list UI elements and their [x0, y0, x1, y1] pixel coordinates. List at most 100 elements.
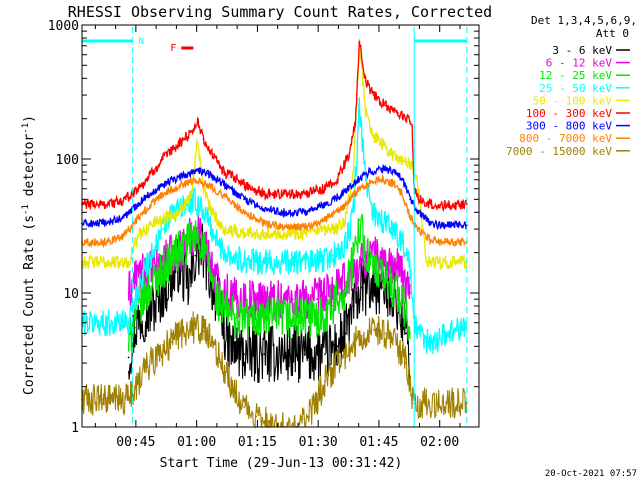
data-point	[405, 286, 407, 289]
chart-title: RHESSI Observing Summary Count Rates, Co…	[68, 3, 492, 21]
data-point	[384, 147, 387, 150]
data-point	[380, 219, 383, 222]
data-point	[437, 338, 440, 341]
data-point	[190, 325, 193, 328]
data-point	[429, 238, 432, 241]
data-point	[360, 286, 363, 289]
data-point	[364, 178, 367, 181]
data-point	[101, 203, 104, 206]
data-point	[405, 251, 407, 254]
legend-label: 6 - 12 keV	[546, 57, 613, 70]
data-point	[263, 298, 266, 300]
data-point	[368, 171, 371, 173]
data-point	[127, 261, 130, 263]
data-point	[372, 286, 375, 289]
data-point	[465, 203, 468, 206]
data-point	[401, 192, 403, 195]
data-point	[222, 228, 225, 231]
data-point	[263, 317, 266, 319]
data-point	[437, 241, 440, 244]
data-point	[101, 241, 104, 244]
data-point	[358, 219, 361, 222]
data-point	[393, 182, 395, 185]
data-point	[445, 224, 448, 227]
data-point	[336, 178, 339, 181]
data-point	[429, 222, 432, 225]
data-point	[344, 190, 347, 193]
y-tick-label: 100	[56, 153, 79, 168]
data-point	[141, 211, 144, 214]
data-point	[384, 104, 387, 107]
x-tick-label: 01:45	[359, 435, 398, 450]
data-point	[425, 261, 428, 263]
svg-text:Corrected Count Rate (s-1 dete: Corrected Count Rate (s-1 detector-1)	[21, 115, 37, 395]
data-point	[182, 330, 185, 332]
data-point	[384, 332, 387, 335]
x-tick-label: 00:45	[116, 435, 155, 450]
x-tick-label: 01:15	[238, 435, 277, 450]
data-point	[445, 402, 448, 405]
data-point	[401, 178, 403, 181]
data-point	[222, 171, 225, 173]
data-point	[222, 195, 225, 197]
legend-label: 7000 - 15000 keV	[506, 145, 612, 158]
data-point	[352, 211, 355, 214]
data-point	[283, 192, 286, 195]
series-2	[127, 213, 411, 352]
data-point	[210, 276, 213, 279]
data-point	[417, 198, 420, 201]
data-point	[210, 264, 213, 267]
data-point	[210, 228, 213, 231]
data-point	[348, 152, 351, 155]
data-point	[354, 120, 357, 123]
data-point	[283, 232, 286, 235]
data-point	[170, 257, 173, 260]
data-point	[409, 214, 411, 217]
data-point	[162, 192, 164, 195]
data-point	[405, 187, 407, 190]
data-point	[352, 261, 355, 263]
data-point	[352, 305, 355, 307]
data-point	[263, 192, 266, 195]
data-point	[255, 261, 258, 263]
data-point	[127, 321, 130, 324]
data-point	[158, 272, 160, 275]
data-point	[453, 224, 456, 227]
data-point	[127, 292, 130, 294]
data-point	[324, 230, 326, 232]
data-point	[141, 183, 144, 186]
plot-annotations: NF	[82, 27, 468, 427]
data-point	[445, 204, 448, 207]
data-point	[437, 224, 440, 227]
data-point	[397, 158, 399, 160]
data-point	[121, 200, 124, 203]
data-point	[445, 261, 448, 263]
data-point	[158, 353, 160, 355]
data-point	[133, 276, 136, 279]
data-point	[154, 246, 156, 249]
data-point	[283, 226, 286, 229]
data-point	[121, 236, 124, 239]
data-point	[409, 198, 411, 201]
data-point	[145, 292, 148, 294]
plot-frame	[81, 24, 480, 428]
y-axis-title: Corrected Count Rate (s-1 detector-1)	[21, 115, 37, 395]
series-line	[81, 164, 467, 231]
data-point	[101, 321, 104, 324]
data-point	[141, 272, 144, 275]
data-point	[405, 312, 407, 315]
data-point	[316, 398, 318, 401]
data-point	[295, 261, 298, 263]
data-point	[291, 317, 294, 319]
data-point	[210, 152, 213, 155]
data-point	[344, 246, 347, 249]
data-point	[397, 345, 399, 348]
data-point	[154, 220, 156, 223]
data-point	[206, 183, 209, 186]
series-line	[81, 40, 468, 213]
data-point	[405, 117, 407, 120]
data-point	[409, 164, 411, 167]
data-point	[324, 380, 326, 382]
data-point	[303, 232, 306, 235]
data-point	[145, 366, 148, 368]
